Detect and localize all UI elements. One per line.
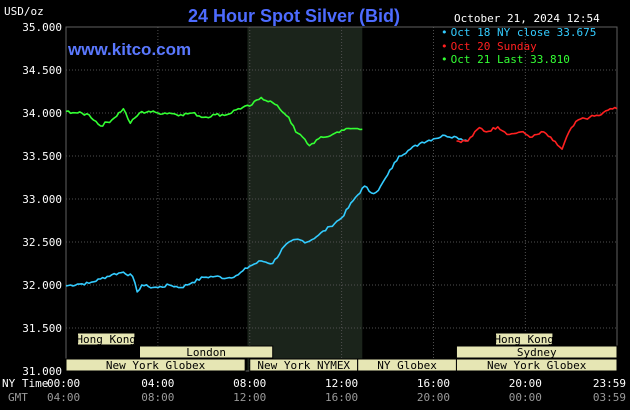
session-bar-fill — [138, 345, 274, 359]
series-line-1 — [456, 106, 618, 150]
x-tick-ny: 23:59 — [593, 377, 626, 390]
nymex-hours-highlight — [247, 27, 363, 371]
x-tick-ny: 12:00 — [325, 377, 358, 390]
y-tick-label: 33.000 — [22, 193, 62, 206]
legend-entry-oct21: • Oct 21 Last 33.810 — [441, 53, 570, 66]
chart-timestamp: October 21, 2024 12:54 — [454, 12, 600, 25]
x-axis-ticks: 00:0004:0004:0008:0008:0012:0012:0016:00… — [47, 377, 626, 404]
y-tick-label: 31.500 — [22, 322, 62, 335]
x-tick-gmt: 12:00 — [233, 391, 266, 404]
session-bar-fill — [76, 332, 136, 346]
session-bar-fill — [65, 358, 246, 372]
session-bar-fill — [494, 332, 554, 346]
x-tick-ny: 08:00 — [233, 377, 266, 390]
x-tick-ny: 00:00 — [47, 377, 80, 390]
session-bar: Hong Kong — [76, 332, 136, 346]
session-bar: Sydney — [455, 345, 618, 359]
y-tick-label: 32.000 — [22, 279, 62, 292]
session-label: New York Globex — [487, 359, 587, 372]
session-label: NY Globex — [377, 359, 437, 372]
session-bar: New York Globex — [455, 358, 618, 372]
series-line-0 — [65, 134, 469, 293]
session-label: New York NYMEX — [257, 359, 350, 372]
session-bar: New York NYMEX — [249, 358, 359, 372]
y-tick-label: 31.000 — [22, 365, 62, 378]
x-tick-ny: 04:00 — [141, 377, 174, 390]
session-bar-fill — [455, 358, 618, 372]
y-tick-label: 32.500 — [22, 236, 62, 249]
x-tick-gmt: 20:00 — [417, 391, 450, 404]
y-axis-unit: USD/oz — [4, 5, 44, 18]
session-label: New York Globex — [106, 359, 206, 372]
session-label: Sydney — [517, 346, 557, 359]
x-tick-gmt: 00:00 — [509, 391, 542, 404]
y-tick-label: 34.000 — [22, 107, 62, 120]
chart-title: 24 Hour Spot Silver (Bid) — [188, 6, 400, 26]
session-bar: New York Globex — [65, 358, 246, 372]
legend: • Oct 18 NY close 33.675 • Oct 20 Sunday •… — [441, 26, 596, 66]
x-tick-gmt: 16:00 — [325, 391, 358, 404]
price-series — [65, 96, 618, 293]
legend-entry-oct18: • Oct 18 NY close 33.675 — [441, 26, 596, 39]
y-tick-label: 33.500 — [22, 150, 62, 163]
x-tick-gmt: 08:00 — [141, 391, 174, 404]
session-bar-fill — [455, 345, 618, 359]
session-label: Hong Kong — [76, 333, 136, 346]
x-tick-ny: 16:00 — [417, 377, 450, 390]
session-bar: Hong Kong — [494, 332, 554, 346]
y-axis-ticks: 35.000 34.500 34.000 33.500 33.000 32.500 32.0… — [22, 21, 62, 378]
legend-entry-oct20: • Oct 20 Sunday — [441, 40, 537, 53]
session-label: London — [186, 346, 226, 359]
brand-watermark: www.kitco.com — [67, 40, 191, 59]
series-line-2 — [65, 96, 363, 147]
x-tick-gmt: 04:00 — [47, 391, 80, 404]
x-axis-row-gmt: GMT — [8, 391, 28, 404]
session-bar: NY Globex — [357, 358, 457, 372]
y-tick-label: 34.500 — [22, 64, 62, 77]
session-bar: London — [138, 345, 274, 359]
x-axis-row-ny-time: NY Time — [2, 377, 48, 390]
session-label: Hong Kong — [494, 333, 554, 346]
x-tick-ny: 20:00 — [509, 377, 542, 390]
y-tick-label: 35.000 — [22, 21, 62, 34]
x-tick-gmt: 03:59 — [593, 391, 626, 404]
